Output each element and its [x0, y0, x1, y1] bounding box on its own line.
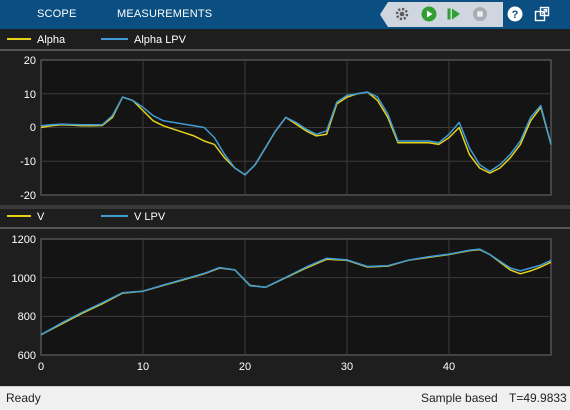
- axes-2-grid: [41, 239, 551, 355]
- ytick-label: 1200: [12, 234, 36, 246]
- tab-measurements[interactable]: MEASUREMENTS: [117, 8, 213, 20]
- xtick-label: 40: [443, 361, 455, 373]
- axes-2-yticks: 1200 1000 800 600: [12, 234, 36, 362]
- scope-plot-area: Alpha Alpha LPV 20 10 0 -10 -20 V V LPV: [0, 29, 570, 386]
- help-icon[interactable]: ?: [507, 6, 523, 22]
- ytick-label: 10: [24, 89, 36, 101]
- axes-1-lines: [40, 91, 552, 176]
- scope-chart: Alpha Alpha LPV 20 10 0 -10 -20 V V LPV: [0, 34, 570, 373]
- axes-2-lines: [40, 248, 552, 336]
- settings-icon[interactable]: [394, 6, 410, 22]
- axes-1-grid: [41, 60, 551, 195]
- sample-mode: Sample based: [421, 391, 498, 405]
- xtick-label: 10: [137, 361, 149, 373]
- series-line-v-lpv: [40, 248, 552, 336]
- ytick-label: 600: [18, 350, 36, 362]
- scope-toolstrip: SCOPE MEASUREMENTS ?: [0, 0, 570, 29]
- legend-alpha-lpv-label: Alpha LPV: [134, 34, 187, 46]
- axes-1-yticks: 20 10 0 -10 -20: [20, 55, 36, 202]
- ytick-label: 1000: [12, 273, 36, 285]
- undock-icon[interactable]: [534, 6, 550, 22]
- axes-2-xticks: 0 10 20 30 40: [38, 361, 455, 373]
- ytick-label: 0: [30, 122, 36, 134]
- panel-divider: [0, 205, 570, 209]
- xtick-label: 30: [341, 361, 353, 373]
- tab-scope[interactable]: SCOPE: [37, 8, 77, 20]
- stop-icon[interactable]: [472, 6, 488, 22]
- legend-v-lpv-label: V LPV: [134, 211, 166, 223]
- run-icon[interactable]: [421, 6, 437, 22]
- sim-time: T=49.9833: [509, 391, 567, 405]
- svg-text:?: ?: [512, 9, 519, 21]
- status-text: Ready: [6, 391, 41, 405]
- step-forward-icon[interactable]: [446, 6, 462, 22]
- xtick-label: 0: [38, 361, 44, 373]
- ytick-label: 800: [18, 311, 36, 323]
- legend-alpha-label: Alpha: [37, 34, 66, 46]
- legend-v-label: V: [37, 211, 45, 223]
- axes-2[interactable]: [40, 238, 552, 356]
- xtick-label: 20: [239, 361, 251, 373]
- ytick-label: -20: [20, 190, 36, 202]
- status-bar: Ready Sample based T=49.9833: [0, 386, 570, 410]
- ytick-label: 20: [24, 55, 36, 67]
- ytick-label: -10: [20, 156, 36, 168]
- series-line-alpha-lpv: [40, 91, 552, 176]
- legend-2[interactable]: V V LPV: [7, 211, 166, 223]
- legend-1[interactable]: Alpha Alpha LPV: [7, 34, 187, 46]
